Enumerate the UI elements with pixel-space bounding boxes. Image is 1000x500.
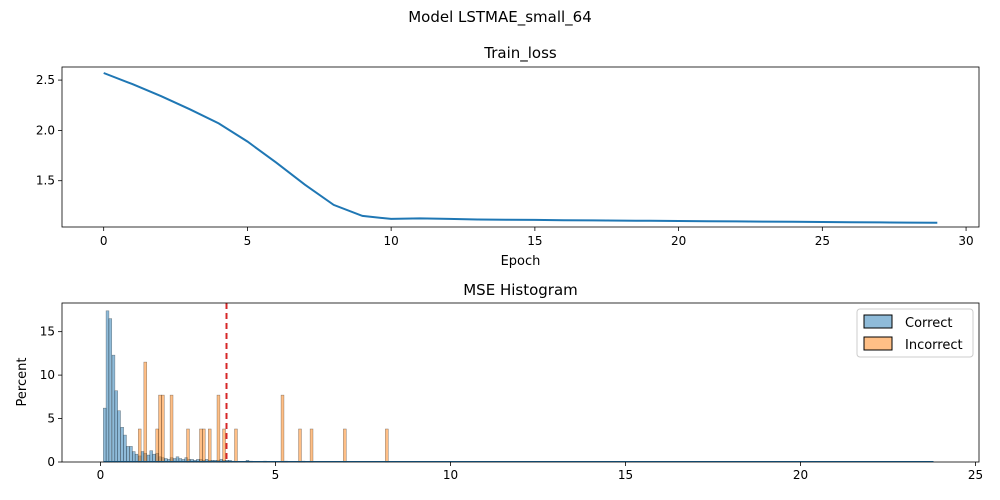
histogram-bar-correct (140, 451, 145, 463)
mse-histogram-chart: MSE Histogram 0 5 10 15 20 25 0 5 10 15 Percent C… (15, 281, 983, 482)
histogram-bar-incorrect (343, 428, 347, 463)
histogram-bar-correct (149, 450, 153, 463)
histogram-bar-correct (132, 451, 136, 463)
legend-swatch-incorrect (863, 336, 893, 351)
figure-suptitle: Model LSTMAE_small_64 (408, 8, 592, 27)
hist-xtick-label: 25 (968, 468, 983, 482)
hist-ytick-label: 0 (47, 455, 55, 469)
histogram-bar-incorrect (309, 428, 314, 463)
train-loss-xlabel: Epoch (501, 254, 541, 269)
loss-xtick-label: 25 (815, 234, 830, 248)
histogram-bar-correct (111, 354, 116, 463)
hist-ytick-label: 10 (40, 368, 55, 382)
histogram-bar-correct (146, 454, 151, 463)
legend-swatch-correct (863, 314, 893, 329)
mse-histogram-ylabel: Percent (15, 358, 30, 407)
histogram-bar-correct (114, 390, 118, 463)
mse-histogram-title: MSE Histogram (463, 281, 578, 299)
histogram-bar-incorrect (158, 394, 162, 463)
histogram-bar-incorrect (298, 428, 302, 463)
hist-ytick-label: 5 (47, 412, 55, 426)
histogram-bar-incorrect (143, 361, 148, 463)
histogram-bar-correct (120, 427, 124, 463)
histogram-bar-correct (134, 453, 139, 463)
train-loss-plot-area (61, 66, 980, 228)
hist-xtick-label: 0 (97, 468, 105, 482)
histogram-bar-correct (152, 453, 156, 463)
loss-ytick-label: 2.0 (36, 123, 55, 137)
legend-label-incorrect: Incorrect (905, 338, 963, 353)
histogram-bar-correct (108, 318, 113, 463)
loss-ytick-label: 1.5 (36, 174, 55, 188)
histogram-bar-incorrect (385, 428, 389, 463)
histogram-bar-correct (129, 446, 133, 463)
histogram-bar-incorrect (280, 394, 285, 463)
loss-xtick-label: 20 (671, 234, 686, 248)
loss-xtick-label: 10 (384, 234, 399, 248)
histogram-bar-incorrect (155, 428, 159, 463)
histogram-bar-incorrect (186, 428, 190, 463)
mse-histogram-bars (103, 310, 934, 463)
loss-xtick-label: 5 (244, 234, 252, 248)
histogram-bar-correct (117, 410, 121, 463)
histogram-bar-correct (105, 310, 110, 463)
histogram-bar-incorrect (234, 428, 238, 463)
mse-histogram-plot-area (61, 302, 980, 463)
histogram-bar-incorrect (208, 428, 212, 463)
train-loss-axis-ticks: 0 5 10 15 20 25 30 1.5 2.0 2.5 (36, 73, 974, 248)
hist-xtick-label: 15 (618, 468, 633, 482)
train-loss-chart: Train_loss 0 5 10 15 20 25 30 1.5 2.0 2.5 Epoch (36, 44, 980, 269)
histogram-bar-correct (126, 446, 130, 463)
loss-xtick-label: 15 (527, 234, 542, 248)
histogram-legend: Correct Incorrect (856, 308, 974, 358)
histogram-bar-incorrect (216, 394, 221, 463)
histogram-bar-incorrect (202, 428, 206, 463)
histogram-bar-correct (123, 434, 127, 463)
hist-xtick-label: 20 (793, 468, 808, 482)
histogram-bar-incorrect (199, 428, 203, 463)
loss-xtick-label: 0 (100, 234, 108, 248)
histogram-bar-correct (103, 407, 107, 463)
mse-histogram-axis-ticks: 0 5 10 15 20 25 0 5 10 15 (40, 325, 983, 482)
loss-xtick-label: 30 (958, 234, 973, 248)
histogram-bar-incorrect (138, 428, 142, 463)
histogram-bar-incorrect (222, 428, 226, 463)
train-loss-line (103, 72, 938, 224)
hist-xtick-label: 5 (272, 468, 280, 482)
hist-xtick-label: 10 (443, 468, 458, 482)
loss-ytick-label: 2.5 (36, 73, 55, 87)
train-loss-title: Train_loss (483, 44, 557, 63)
histogram-bar-incorrect (169, 394, 174, 463)
legend-label-correct: Correct (905, 316, 952, 331)
histogram-bar-incorrect (161, 394, 165, 463)
hist-ytick-label: 15 (40, 325, 55, 339)
